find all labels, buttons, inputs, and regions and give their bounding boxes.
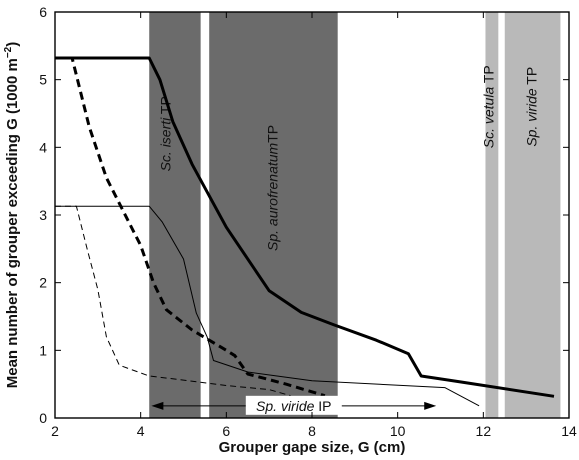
y-tick-label: 4 (39, 139, 47, 155)
y-tick-label: 1 (39, 342, 47, 358)
ip-annotation: Sp. viride IP (151, 395, 437, 415)
series-lines (55, 56, 555, 407)
band-label-species: Sc. iserti (157, 117, 173, 172)
band-label-species: Sc. vetula (480, 87, 496, 149)
band-0 (149, 12, 201, 418)
band-2 (485, 12, 499, 418)
ip-label: Sp. viride IP (256, 398, 331, 414)
x-axis-label: Grouper gape size, G (cm) (219, 439, 406, 456)
band-label-1: Sp. aurofrenatumTP (264, 125, 280, 251)
y-tick-label: 3 (39, 207, 47, 223)
series-line-thin-dashed (55, 205, 291, 397)
band-label-0: Sc. iserti TP (157, 96, 173, 171)
y-axis-label: Mean number of grouper exceeding G (1000… (3, 42, 21, 389)
band-label-phase: TP (264, 125, 280, 143)
band-1 (209, 12, 338, 418)
x-tick-label: 8 (308, 423, 316, 439)
series-line-thin-solid (55, 205, 480, 407)
axis-labels: Grouper gape size, G (cm) Mean number of… (3, 42, 405, 456)
ip-arrow-left-head (151, 401, 164, 410)
x-tick-label: 14 (561, 423, 577, 439)
band-label-phase: TP (480, 65, 496, 87)
ip-label-phase: IP (314, 398, 331, 414)
band-3 (504, 12, 561, 418)
y-tick-label: 2 (39, 275, 47, 291)
band-label-species: Sp. viride (523, 88, 539, 147)
band-label-3: Sp. viride TP (523, 67, 539, 147)
y-tick-label: 6 (39, 4, 47, 20)
x-tick-label: 6 (222, 423, 230, 439)
ip-label-species: Sp. viride (256, 398, 315, 414)
ip-arrow-right-head (424, 401, 437, 410)
band-label-species: Sp. aurofrenatum (264, 142, 280, 251)
x-tick-label: 10 (390, 423, 406, 439)
ip-label-background (245, 395, 342, 415)
y-tick-label: 5 (39, 72, 47, 88)
y-axis-label-end: ) (4, 42, 21, 47)
band-label-2: Sc. vetula TP (480, 65, 496, 148)
series-line-thick-dashed (55, 56, 326, 398)
y-axis-label-superscript: −2 (3, 46, 14, 58)
x-tick-label: 4 (137, 423, 145, 439)
x-tick-label: 12 (476, 423, 492, 439)
y-tick-label: 0 (39, 410, 47, 426)
series-line-thick-solid (55, 56, 555, 398)
y-axis-label-main: Mean number of grouper exceeding G (1000… (4, 58, 21, 388)
band-label-phase: TP (523, 67, 539, 89)
x-tick-label: 2 (51, 423, 59, 439)
